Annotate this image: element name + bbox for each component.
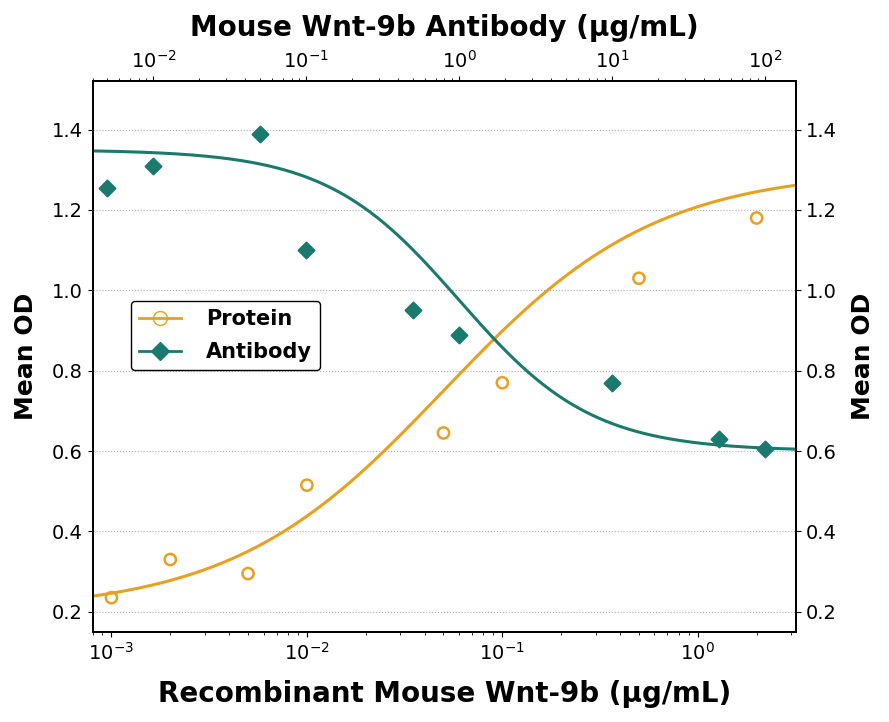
Point <box>712 433 726 445</box>
X-axis label: Recombinant Mouse Wnt-9b (μg/mL): Recombinant Mouse Wnt-9b (μg/mL) <box>158 680 731 708</box>
Point <box>495 377 509 388</box>
X-axis label: Mouse Wnt-9b Antibody (μg/mL): Mouse Wnt-9b Antibody (μg/mL) <box>190 14 699 42</box>
Point <box>749 212 764 224</box>
Point <box>436 427 451 439</box>
Point <box>605 377 620 388</box>
Point <box>453 329 467 340</box>
Y-axis label: Mean OD: Mean OD <box>14 293 38 420</box>
Point <box>406 305 420 316</box>
Point <box>241 567 255 579</box>
Point <box>104 592 118 604</box>
Point <box>100 182 115 193</box>
Point <box>632 272 646 284</box>
Point <box>164 554 178 565</box>
Point <box>758 443 773 455</box>
Y-axis label: Mean OD: Mean OD <box>851 293 875 420</box>
Point <box>300 479 314 491</box>
Point <box>253 128 268 139</box>
Point <box>300 244 314 256</box>
Legend: Protein, Antibody: Protein, Antibody <box>131 301 320 370</box>
Point <box>147 160 161 172</box>
